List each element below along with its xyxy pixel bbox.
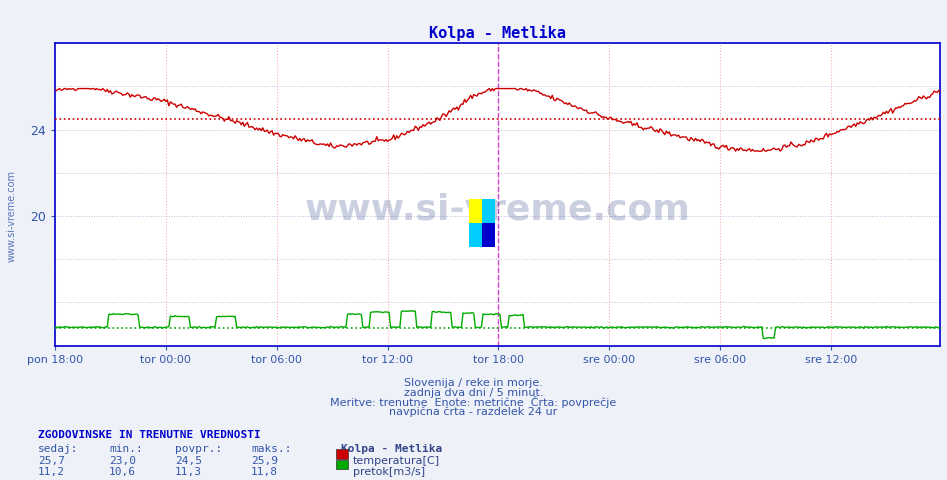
Bar: [469, 223, 482, 247]
Text: 11,2: 11,2: [38, 467, 65, 477]
Text: www.si-vreme.com: www.si-vreme.com: [7, 170, 16, 262]
Text: 23,0: 23,0: [109, 456, 136, 466]
Text: 24,5: 24,5: [175, 456, 203, 466]
Text: 10,6: 10,6: [109, 467, 136, 477]
Text: 11,8: 11,8: [251, 467, 278, 477]
Title: Kolpa - Metlika: Kolpa - Metlika: [429, 24, 566, 41]
Text: zadnja dva dni / 5 minut.: zadnja dva dni / 5 minut.: [403, 388, 544, 398]
Text: 25,7: 25,7: [38, 456, 65, 466]
Text: temperatura[C]: temperatura[C]: [353, 456, 440, 466]
Text: Meritve: trenutne  Enote: metrične  Črta: povprečje: Meritve: trenutne Enote: metrične Črta: …: [331, 396, 616, 408]
Bar: [482, 199, 495, 223]
Text: Slovenija / reke in morje.: Slovenija / reke in morje.: [404, 378, 543, 388]
Text: povpr.:: povpr.:: [175, 444, 223, 454]
Text: sedaj:: sedaj:: [38, 444, 79, 454]
Text: Kolpa - Metlika: Kolpa - Metlika: [341, 444, 442, 454]
Text: 11,3: 11,3: [175, 467, 203, 477]
Text: min.:: min.:: [109, 444, 143, 454]
Text: 25,9: 25,9: [251, 456, 278, 466]
Text: pretok[m3/s]: pretok[m3/s]: [353, 467, 425, 477]
Text: ZGODOVINSKE IN TRENUTNE VREDNOSTI: ZGODOVINSKE IN TRENUTNE VREDNOSTI: [38, 430, 260, 440]
Bar: [482, 223, 495, 247]
Bar: [469, 199, 482, 223]
Text: navpična črta - razdelek 24 ur: navpična črta - razdelek 24 ur: [389, 407, 558, 417]
Text: maks.:: maks.:: [251, 444, 292, 454]
Text: www.si-vreme.com: www.si-vreme.com: [305, 192, 690, 227]
